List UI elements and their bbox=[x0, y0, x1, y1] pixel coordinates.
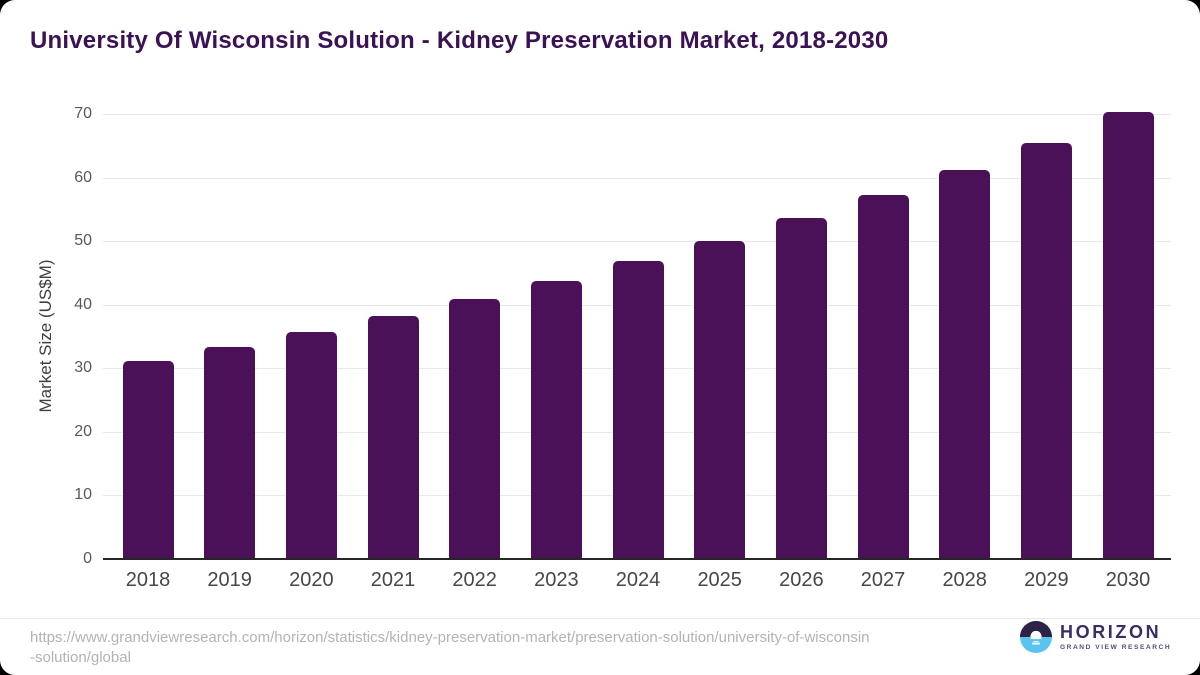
horizon-logo-text: HORIZON GRAND VIEW RESEARCH bbox=[1060, 623, 1171, 651]
source-url-line1: https://www.grandviewresearch.com/horizo… bbox=[30, 629, 870, 646]
bar-2030[interactable] bbox=[1102, 112, 1154, 559]
y-tick-60: 60 bbox=[74, 168, 92, 186]
y-axis-title: Market Size (US$M) bbox=[36, 259, 55, 413]
source-url-line2: -solution/global bbox=[30, 649, 131, 666]
x-tick-2024: 2024 bbox=[615, 569, 661, 591]
x-tick-2018: 2018 bbox=[125, 569, 171, 591]
bar-2022[interactable] bbox=[449, 298, 501, 559]
bar-2027[interactable] bbox=[857, 194, 909, 559]
y-tick-10: 10 bbox=[74, 486, 92, 504]
bar-2019[interactable] bbox=[204, 346, 256, 559]
gridline-70 bbox=[103, 114, 1171, 115]
y-tick-50: 50 bbox=[74, 232, 92, 250]
footer-divider bbox=[0, 618, 1200, 619]
x-tick-2023: 2023 bbox=[534, 569, 579, 591]
x-tick-2019: 2019 bbox=[207, 569, 252, 591]
bar-2025[interactable] bbox=[694, 240, 746, 559]
bar-2024[interactable] bbox=[612, 260, 664, 559]
y-tick-0: 0 bbox=[83, 550, 92, 567]
bar-2018[interactable] bbox=[122, 360, 174, 559]
bar-2021[interactable] bbox=[367, 316, 419, 559]
y-tick-20: 20 bbox=[74, 422, 92, 440]
y-tick-30: 30 bbox=[74, 359, 92, 377]
x-axis-line bbox=[103, 558, 1171, 560]
bar-2029[interactable] bbox=[1020, 142, 1072, 559]
x-tick-2030: 2030 bbox=[1105, 569, 1151, 591]
y-tick-40: 40 bbox=[74, 295, 92, 313]
x-tick-2021: 2021 bbox=[370, 569, 416, 591]
logo-subtitle: GRAND VIEW RESEARCH bbox=[1060, 644, 1172, 651]
x-tick-2020: 2020 bbox=[289, 569, 334, 591]
horizon-logo: HORIZON GRAND VIEW RESEARCH bbox=[1020, 621, 1171, 653]
x-tick-2028: 2028 bbox=[942, 569, 987, 591]
gridline-60 bbox=[103, 177, 1171, 179]
bar-2023[interactable] bbox=[530, 280, 582, 559]
gridline-50 bbox=[103, 241, 1171, 243]
source-url: https://www.grandviewresearch.com/horizo… bbox=[30, 628, 870, 668]
x-tick-2027: 2027 bbox=[860, 569, 906, 591]
chart-title: University Of Wisconsin Solution - Kidne… bbox=[30, 27, 889, 54]
x-tick-2026: 2026 bbox=[779, 569, 824, 591]
x-tick-2029: 2029 bbox=[1024, 569, 1069, 591]
logo-title: HORIZON bbox=[1060, 622, 1162, 642]
bar-2020[interactable] bbox=[285, 332, 337, 559]
x-tick-2022: 2022 bbox=[452, 569, 497, 591]
bar-2026[interactable] bbox=[775, 218, 827, 559]
x-tick-2025: 2025 bbox=[697, 569, 742, 591]
bar-2028[interactable] bbox=[939, 169, 991, 559]
y-tick-70: 70 bbox=[74, 105, 92, 122]
horizon-logo-icon bbox=[1020, 621, 1052, 653]
